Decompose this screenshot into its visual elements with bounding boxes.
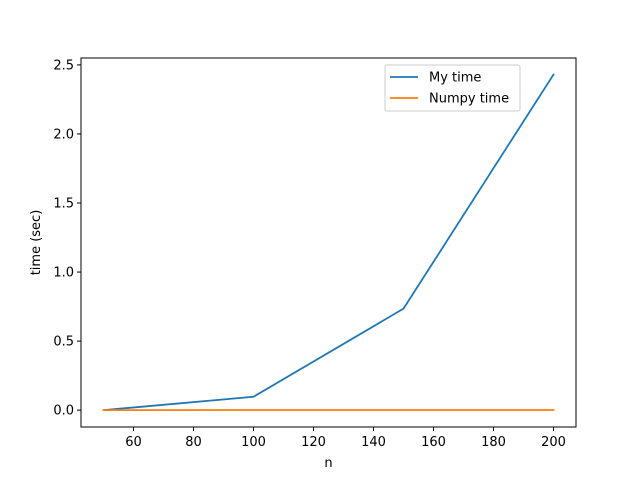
legend-label: Numpy time [429, 92, 509, 107]
x-tick-label: 80 [185, 435, 202, 450]
y-tick-label: 2.5 [53, 58, 74, 73]
legend: My time Numpy time [384, 64, 521, 112]
plot-area [81, 58, 576, 427]
x-tick-label: 60 [125, 435, 142, 450]
x-tick-label: 160 [421, 435, 446, 450]
x-axis: 60 80 100 120 140 160 180 200 [125, 427, 566, 450]
y-tick-label: 0.0 [53, 404, 74, 419]
legend-box [384, 64, 521, 112]
x-tick-label: 180 [481, 435, 506, 450]
x-tick-label: 120 [301, 435, 326, 450]
y-tick-label: 2.0 [53, 127, 74, 142]
legend-label: My time [429, 71, 481, 86]
x-tick-label: 140 [361, 435, 386, 450]
x-tick-label: 200 [541, 435, 566, 450]
y-tick-label: 1.5 [53, 197, 74, 212]
series-line-1 [102, 73, 555, 412]
y-axis-label: time (sec) [29, 210, 44, 276]
y-axis: 0.0 0.5 1.0 1.5 2.0 2.5 [53, 58, 81, 419]
y-tick-label: 1.0 [53, 266, 74, 281]
plot-frame [80, 57, 577, 428]
x-tick-label: 100 [241, 435, 266, 450]
y-tick-label: 0.5 [53, 335, 74, 350]
x-axis-label: n [324, 456, 332, 471]
series-layer [102, 73, 555, 412]
